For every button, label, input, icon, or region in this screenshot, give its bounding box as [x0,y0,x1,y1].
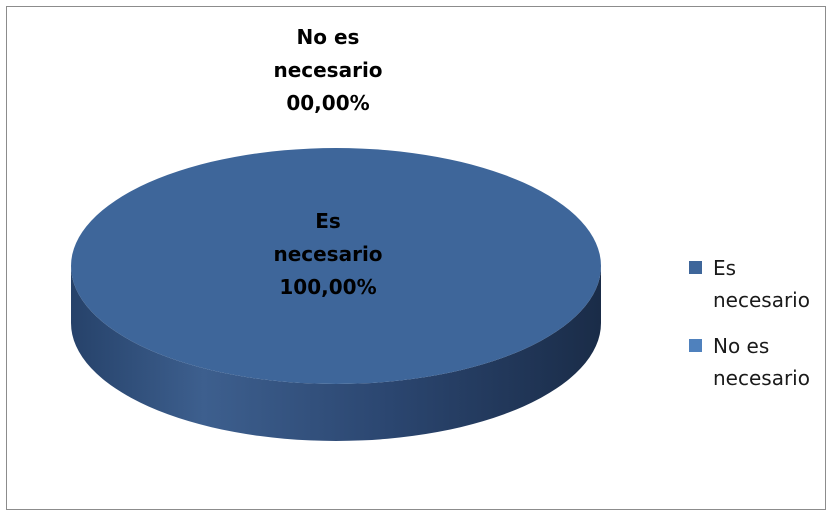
legend-item-no-es-necesario: No es necesario [689,330,829,394]
data-label-no-es-necesario: No es necesario 00,00% [228,21,428,120]
data-label-es-necesario: Es necesario 100,00% [228,205,428,304]
chart-area: No es necesario 00,00% Es necesario 100,… [6,6,826,510]
legend-label: Es [713,256,737,280]
pie-side-wall [71,266,601,441]
legend-item-es-necesario: Es necesario [689,252,829,316]
legend-swatch [689,261,702,274]
label-line: necesario [273,58,383,82]
label-line: 100,00% [279,275,377,299]
pie-chart [71,148,601,441]
label-line: necesario [273,242,383,266]
legend-label: necesario [713,288,810,312]
label-line: 00,00% [286,91,370,115]
pie-slice-es-necesario [71,148,601,384]
legend: Es necesario No es necesario [689,252,829,408]
label-line: No es [296,25,360,49]
legend-label: necesario [713,366,810,390]
legend-swatch [689,339,702,352]
label-line: Es [315,209,341,233]
legend-label: No es [713,334,770,358]
